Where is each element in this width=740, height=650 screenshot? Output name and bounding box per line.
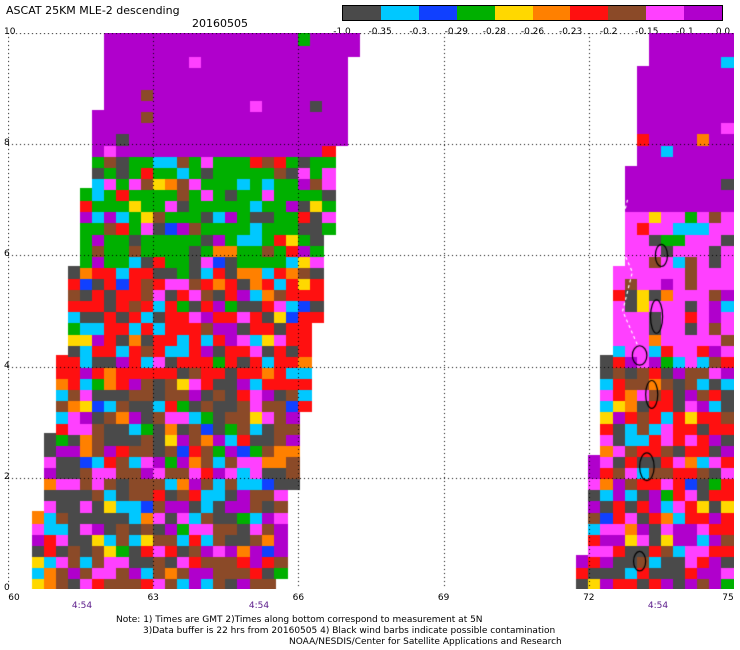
- colorbar-segment: [456, 6, 495, 20]
- note-line-3: NOAA/NESDIS/Center for Satellite Applica…: [289, 637, 562, 647]
- note-line-1: Note: 1) Times are GMT 2)Times along bot…: [116, 615, 483, 625]
- colorbar-tick-label: -0.28: [482, 27, 507, 37]
- colorbar-tick-label: -0.3: [409, 27, 427, 37]
- y-tick-label: 6: [4, 249, 10, 260]
- time-label: 4:54: [71, 601, 93, 611]
- colorbar-tick-label: 0.0: [715, 27, 731, 37]
- chart-title: ASCAT 25KM MLE-2 descending: [6, 4, 180, 17]
- colorbar-tick-label: -0.26: [520, 27, 545, 37]
- note-line-2: 3)Data buffer is 22 hrs from 20160505 4)…: [143, 626, 556, 636]
- colorbar-segment: [570, 6, 609, 20]
- time-label: 4:54: [647, 601, 669, 611]
- x-tick-label: 75: [722, 593, 734, 603]
- colorbar-segment: [608, 6, 647, 20]
- y-tick-label: 0: [4, 583, 10, 593]
- colorbar-segment: [646, 6, 685, 20]
- x-tick-label: 60: [8, 593, 20, 603]
- y-tick-label: 4: [4, 360, 10, 371]
- y-tick-label: 2: [4, 471, 10, 482]
- colorbar-tick-label: -0.15: [635, 27, 659, 37]
- colorbar: [342, 5, 723, 21]
- y-tick-label: 10: [4, 27, 16, 37]
- colorbar-tick-label: -0.35: [368, 27, 392, 37]
- y-tick-label: 8: [4, 138, 10, 149]
- colorbar-tick-label: -1.0: [333, 27, 351, 37]
- x-tick-label: 63: [147, 593, 159, 603]
- colorbar-segment: [418, 6, 457, 20]
- colorbar-tick-label: -0.1: [676, 27, 694, 37]
- x-tick-label: 72: [583, 593, 595, 603]
- colorbar-segment: [343, 6, 381, 20]
- colorbar-segment: [532, 6, 571, 20]
- x-tick-label: 69: [437, 593, 450, 603]
- chart-date: 20160505: [192, 17, 248, 30]
- x-tick-label: 66: [292, 593, 305, 603]
- heatmap-plot: [8, 33, 734, 589]
- colorbar-tick-label: -0.2: [599, 27, 618, 37]
- colorbar-segment: [380, 6, 419, 20]
- colorbar-tick-label: -0.29: [444, 27, 468, 37]
- colorbar-segment: [684, 6, 723, 20]
- time-label: 4:54: [248, 601, 270, 611]
- colorbar-tick-label: -0.23: [558, 27, 583, 37]
- colorbar-segment: [494, 6, 533, 20]
